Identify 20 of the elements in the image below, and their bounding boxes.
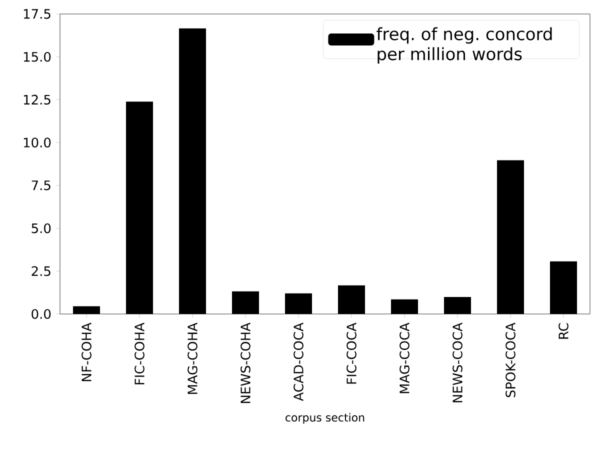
y-tick-label: 2.5	[32, 266, 50, 276]
x-tick-label: MAG-COCA	[400, 322, 410, 394]
y-tick-label: 15.0	[24, 52, 51, 62]
x-axis-title: corpus section	[286, 413, 364, 424]
x-tick-label: FIC-COHA	[134, 322, 144, 384]
y-tick-label: 0.0	[32, 309, 51, 319]
x-tick-label: MAG-COHA	[188, 322, 198, 394]
y-tick-label: 10.0	[24, 138, 51, 148]
x-tick-label: RC	[558, 323, 568, 339]
x-tick-label: NF-COHA	[82, 322, 92, 382]
x-tick-label: NEWS-COHA	[240, 322, 250, 403]
x-tick-label: FIC-COCA	[346, 322, 356, 384]
y-tick-label: 12.5	[24, 94, 50, 105]
x-tick-label: ACAD-COCA	[294, 322, 304, 402]
y-tick-label: 17.5	[24, 9, 50, 19]
x-tick-label: NEWS-COCA	[452, 322, 462, 402]
x-tick-label: SPOK-COCA	[506, 322, 516, 398]
legend-label: freq. of neg. concord per million words	[376, 27, 552, 64]
y-tick-label: 5.0	[32, 223, 51, 234]
y-tick-label: 7.5	[32, 180, 50, 190]
